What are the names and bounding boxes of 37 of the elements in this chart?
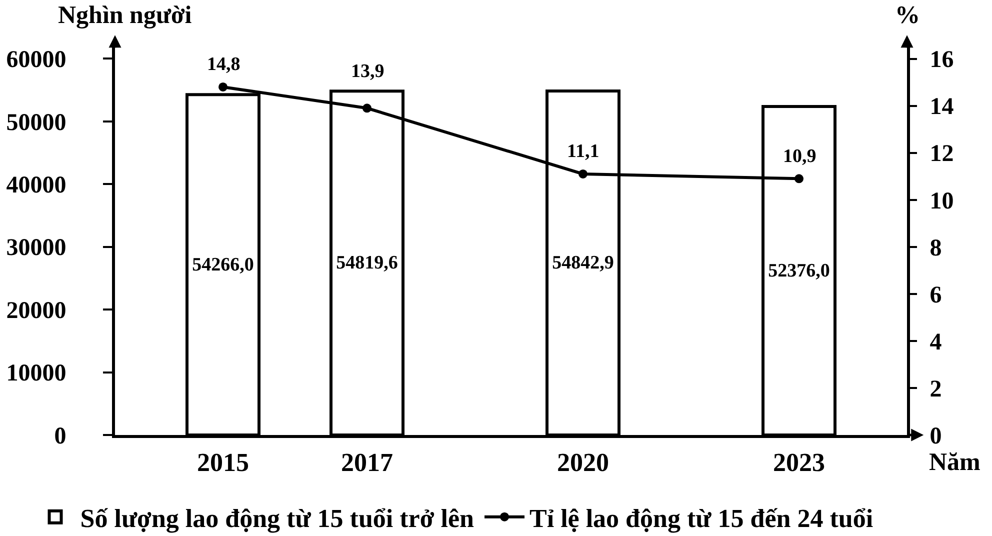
data-label: 10,9 [783,146,816,167]
y2-tick-label: 6 [930,282,942,308]
y2-tick-label: 12 [930,141,954,168]
y2-tick-label: 2 [930,376,942,402]
y2-axis-title: % [895,2,920,29]
y2-tick-label: 14 [930,94,954,120]
y2-tick-label: 10 [930,188,954,214]
x-tick-label: 2015 [197,448,249,478]
y2-tick-label: 16 [930,47,954,74]
legend-label: Số lượng lao động từ 15 tuổi trở lên [80,504,475,533]
y2-tick-label: 8 [930,235,942,262]
data-label: 14,8 [207,54,240,75]
point [362,104,372,113]
data-label: 13,9 [351,61,384,82]
y-tick-label: 0 [54,423,66,450]
data-label: 52376,0 [768,260,830,282]
point [578,169,588,178]
y2-tick-label: 0 [930,423,942,450]
y-tick-label: 50000 [6,110,66,136]
data-label: 11,1 [567,141,600,162]
x-tick-label: 2017 [341,448,393,478]
point [794,174,804,184]
y-tick-label: 30000 [6,235,66,262]
legend-label: Tỉ lệ lao động từ 15 đến 24 tuổi [530,504,874,533]
y-axis-title: Nghìn người [58,2,192,29]
point [218,82,228,92]
data-label: 54266,0 [192,254,254,276]
y-tick-label: 60000 [6,47,66,74]
x-tick-label: 2023 [773,448,825,478]
y-tick-label: 40000 [6,172,66,199]
y-tick-label: 20000 [6,298,66,324]
data-label: 54819,6 [336,252,398,274]
y-tick-label: 10000 [6,360,66,387]
data-label: 54842,9 [552,252,614,274]
y2-tick-label: 4 [930,329,942,356]
x-tick-label: 2020 [557,448,609,478]
x-axis-title: Năm [929,449,981,476]
